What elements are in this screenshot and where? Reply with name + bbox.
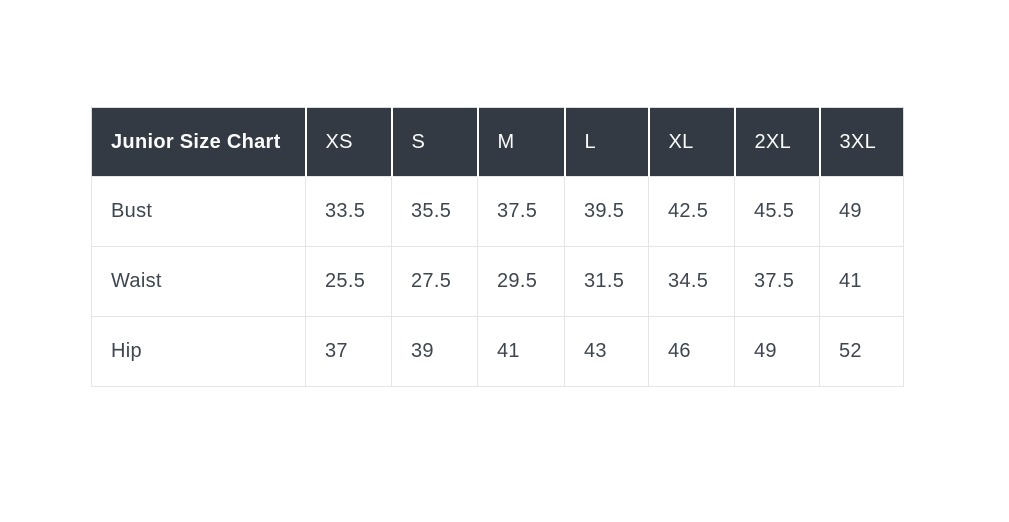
size-value-cell: 41 [477,316,565,387]
measurement-row-waist: Waist 25.5 27.5 29.5 31.5 34.5 37.5 41 [91,246,904,317]
table-title-cell: Junior Size Chart [91,107,306,177]
column-header-s: S [390,107,478,177]
row-label-cell: Waist [91,246,306,317]
size-value-cell: 29.5 [477,246,565,317]
size-value-cell: 35.5 [391,176,478,247]
size-value-cell: 25.5 [305,246,392,317]
column-header-m: M [476,107,565,177]
size-value-cell: 39 [391,316,478,387]
column-header-2xl: 2XL [733,107,820,177]
table-header-row: Junior Size Chart XS S M L XL 2XL 3XL [91,107,904,177]
size-value-cell: 34.5 [648,246,735,317]
size-value-cell: 52 [819,316,904,387]
size-value-cell: 31.5 [564,246,649,317]
column-header-3xl: 3XL [818,107,904,177]
size-value-cell: 43 [564,316,649,387]
size-value-cell: 46 [648,316,735,387]
measurement-row-hip: Hip 37 39 41 43 46 49 52 [91,316,904,387]
size-value-cell: 41 [819,246,904,317]
size-value-cell: 42.5 [648,176,735,247]
size-value-cell: 37.5 [477,176,565,247]
column-header-xs: XS [304,107,392,177]
size-value-cell: 37.5 [734,246,820,317]
size-value-cell: 49 [819,176,904,247]
row-label-cell: Bust [91,176,306,247]
size-value-cell: 45.5 [734,176,820,247]
measurement-row-bust: Bust 33.5 35.5 37.5 39.5 42.5 45.5 49 [91,176,904,247]
column-header-l: L [563,107,649,177]
size-value-cell: 37 [305,316,392,387]
junior-size-chart-table: Junior Size Chart XS S M L XL 2XL 3XL Bu… [91,107,904,387]
size-value-cell: 33.5 [305,176,392,247]
size-value-cell: 27.5 [391,246,478,317]
size-value-cell: 39.5 [564,176,649,247]
column-header-xl: XL [647,107,735,177]
size-value-cell: 49 [734,316,820,387]
row-label-cell: Hip [91,316,306,387]
